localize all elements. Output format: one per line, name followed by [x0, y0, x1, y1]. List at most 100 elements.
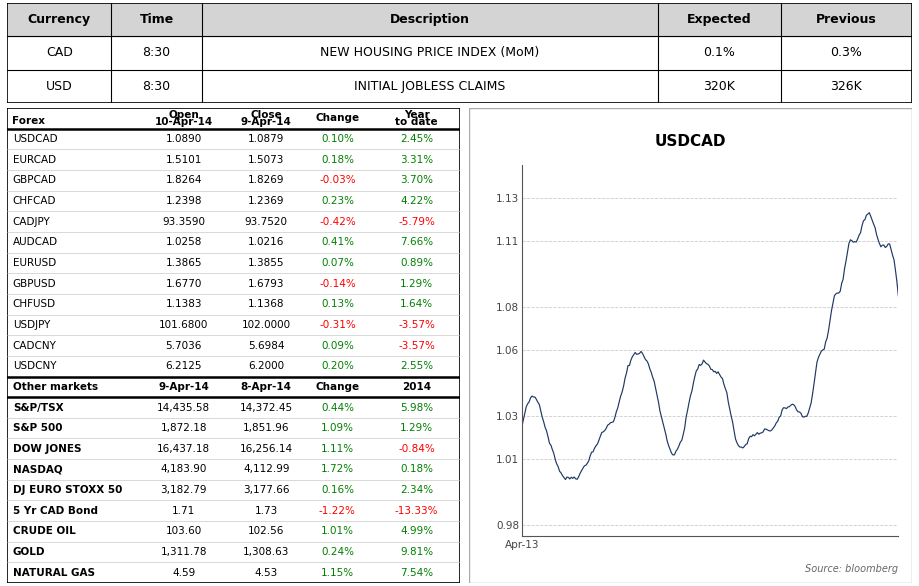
Text: Source: bloomberg: Source: bloomberg [805, 564, 899, 574]
Text: 5.7036: 5.7036 [165, 340, 202, 350]
Text: 0.09%: 0.09% [321, 340, 354, 350]
Text: 1.6770: 1.6770 [165, 278, 202, 288]
Text: Change: Change [315, 113, 359, 123]
Text: 0.44%: 0.44% [321, 403, 354, 413]
Text: 4.53: 4.53 [255, 568, 278, 578]
Text: 0.3%: 0.3% [830, 46, 862, 59]
Text: 9-Apr-14: 9-Apr-14 [158, 382, 210, 392]
Text: 1.71: 1.71 [172, 506, 196, 516]
Text: 16,437.18: 16,437.18 [157, 444, 210, 454]
Text: -1.22%: -1.22% [319, 506, 356, 516]
Text: 320K: 320K [704, 80, 735, 93]
Text: 1.3865: 1.3865 [165, 258, 202, 268]
Text: Currency: Currency [28, 13, 91, 26]
Text: 5.6984: 5.6984 [248, 340, 285, 350]
Text: CHFUSD: CHFUSD [13, 299, 56, 309]
FancyBboxPatch shape [7, 108, 459, 583]
Text: 0.23%: 0.23% [321, 196, 354, 206]
Text: 0.41%: 0.41% [321, 237, 354, 247]
Text: 1.29%: 1.29% [400, 423, 433, 433]
Text: 6.2000: 6.2000 [248, 361, 284, 371]
Text: 7.66%: 7.66% [400, 237, 433, 247]
Text: 1.1368: 1.1368 [248, 299, 285, 309]
Text: 1.72%: 1.72% [321, 465, 354, 475]
Text: 4.99%: 4.99% [400, 526, 433, 536]
Text: 2.34%: 2.34% [400, 485, 433, 495]
Text: 4,183.90: 4,183.90 [161, 465, 207, 475]
Text: -0.31%: -0.31% [319, 320, 356, 330]
Text: 0.18%: 0.18% [400, 465, 433, 475]
Text: 9-Apr-14: 9-Apr-14 [241, 117, 291, 127]
Text: 10-Apr-14: 10-Apr-14 [154, 117, 213, 127]
Text: 0.89%: 0.89% [400, 258, 433, 268]
Text: -0.84%: -0.84% [398, 444, 435, 454]
Text: 0.13%: 0.13% [321, 299, 354, 309]
Text: 326K: 326K [830, 80, 862, 93]
Text: 1.09%: 1.09% [321, 423, 354, 433]
Text: Forex: Forex [12, 117, 45, 127]
Text: 1.3855: 1.3855 [248, 258, 285, 268]
Text: -3.57%: -3.57% [398, 340, 435, 350]
Text: Previous: Previous [816, 13, 877, 26]
Text: 1,311.78: 1,311.78 [161, 547, 207, 557]
Text: 93.7520: 93.7520 [244, 217, 288, 227]
Text: 102.0000: 102.0000 [242, 320, 290, 330]
Text: NATURAL GAS: NATURAL GAS [13, 568, 95, 578]
Text: Expected: Expected [687, 13, 752, 26]
Text: 1.15%: 1.15% [321, 568, 354, 578]
Text: 103.60: 103.60 [165, 526, 202, 536]
Text: 4,112.99: 4,112.99 [243, 465, 289, 475]
Text: 8:30: 8:30 [142, 80, 171, 93]
Text: 102.56: 102.56 [248, 526, 284, 536]
Text: CADJPY: CADJPY [13, 217, 51, 227]
Text: CHFCAD: CHFCAD [13, 196, 56, 206]
Text: 1.6793: 1.6793 [248, 278, 285, 288]
Text: INITIAL JOBLESS CLAIMS: INITIAL JOBLESS CLAIMS [355, 80, 505, 93]
Text: 5.98%: 5.98% [400, 403, 433, 413]
Text: 1.8264: 1.8264 [165, 175, 202, 185]
Text: 2.55%: 2.55% [400, 361, 433, 371]
Text: 1.01%: 1.01% [321, 526, 354, 536]
Text: 4.22%: 4.22% [400, 196, 433, 206]
Text: 1.73: 1.73 [255, 506, 278, 516]
Text: DOW JONES: DOW JONES [13, 444, 81, 454]
Text: Year: Year [403, 110, 429, 120]
Text: USDCAD: USDCAD [654, 134, 726, 149]
Text: 4.59: 4.59 [172, 568, 196, 578]
Text: USD: USD [46, 80, 73, 93]
Text: -3.57%: -3.57% [398, 320, 435, 330]
Text: 2014: 2014 [402, 382, 431, 392]
Text: 1.5073: 1.5073 [248, 155, 284, 165]
Text: -0.03%: -0.03% [319, 175, 356, 185]
Text: 1.1383: 1.1383 [165, 299, 202, 309]
Text: 1,308.63: 1,308.63 [243, 547, 289, 557]
Text: GOLD: GOLD [13, 547, 45, 557]
Text: USDCAD: USDCAD [13, 134, 57, 144]
Text: USDCNY: USDCNY [13, 361, 56, 371]
FancyBboxPatch shape [469, 108, 912, 583]
Text: -0.42%: -0.42% [319, 217, 356, 227]
Text: 0.07%: 0.07% [321, 258, 354, 268]
Text: EURCAD: EURCAD [13, 155, 56, 165]
Text: 0.24%: 0.24% [321, 547, 354, 557]
Text: 6.2125: 6.2125 [165, 361, 202, 371]
Text: S&P/TSX: S&P/TSX [13, 403, 63, 413]
Text: 14,372.45: 14,372.45 [240, 403, 293, 413]
Text: USDJPY: USDJPY [13, 320, 51, 330]
Text: 3,177.66: 3,177.66 [243, 485, 289, 495]
Text: 16,256.14: 16,256.14 [240, 444, 293, 454]
Text: CRUDE OIL: CRUDE OIL [13, 526, 75, 536]
Text: 1.29%: 1.29% [400, 278, 433, 288]
Text: 0.18%: 0.18% [321, 155, 354, 165]
Text: DJ EURO STOXX 50: DJ EURO STOXX 50 [13, 485, 122, 495]
Text: 1,872.18: 1,872.18 [161, 423, 207, 433]
Text: Close: Close [250, 110, 282, 120]
Text: 1.0890: 1.0890 [165, 134, 202, 144]
Text: 1.0258: 1.0258 [165, 237, 202, 247]
Text: 1.0879: 1.0879 [248, 134, 284, 144]
Text: 0.20%: 0.20% [321, 361, 354, 371]
Text: 14,435.58: 14,435.58 [157, 403, 210, 413]
Text: 0.10%: 0.10% [321, 134, 354, 144]
Text: 1.2398: 1.2398 [165, 196, 202, 206]
Text: AUDCAD: AUDCAD [13, 237, 58, 247]
